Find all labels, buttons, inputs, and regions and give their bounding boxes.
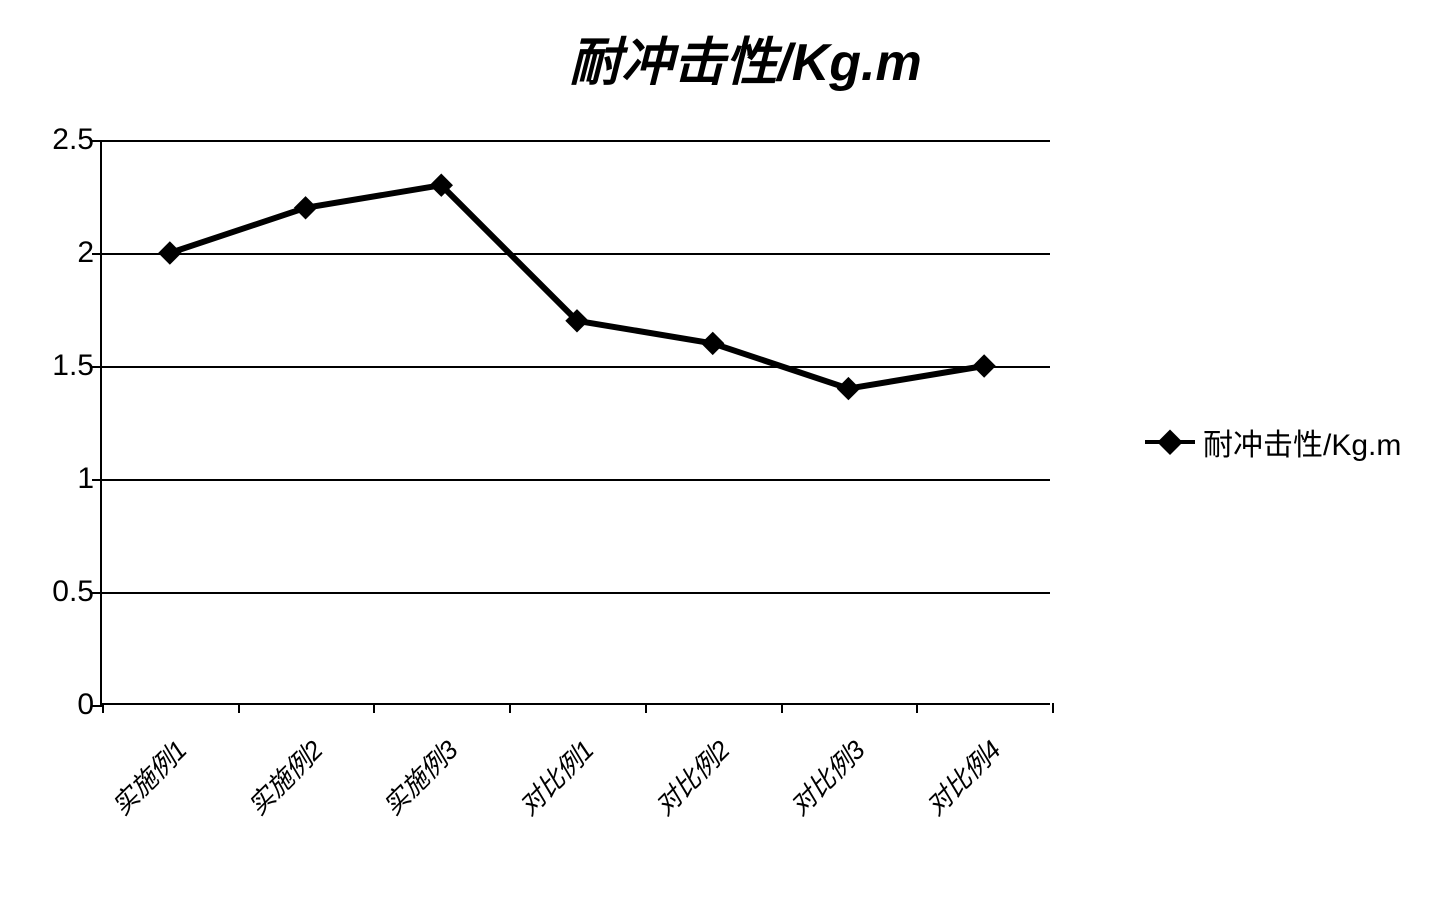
y-tick-mark — [92, 140, 102, 142]
x-tick-label: 对比例2 — [645, 731, 737, 823]
gridline — [102, 253, 1050, 255]
series-line — [170, 185, 984, 388]
x-tick-label: 实施例2 — [238, 731, 330, 823]
gridline — [102, 479, 1050, 481]
x-tick-label: 实施例1 — [102, 731, 194, 823]
line-series — [102, 140, 1052, 705]
data-marker — [295, 197, 317, 219]
gridline — [102, 366, 1050, 368]
y-tick-label: 0.5 — [52, 575, 94, 609]
x-tick-mark — [1052, 703, 1054, 713]
plot-wrapper: 00.511.522.5 — [30, 140, 1050, 705]
legend-marker-icon — [1158, 430, 1183, 455]
legend-line-icon — [1145, 440, 1195, 444]
x-tick-mark — [645, 703, 647, 713]
x-tick-mark — [102, 703, 104, 713]
data-marker — [702, 332, 724, 354]
y-axis: 00.511.522.5 — [30, 140, 100, 705]
plot-area — [100, 140, 1050, 705]
legend-label: 耐冲击性/Kg.m — [1203, 420, 1401, 464]
y-tick-mark — [92, 479, 102, 481]
x-tick-mark — [238, 703, 240, 713]
chart-title: 耐冲击性/Kg.m — [20, 20, 1451, 95]
x-tick-label: 对比例3 — [781, 731, 873, 823]
chart-container: 耐冲击性/Kg.m 00.511.522.5 实施例1 实施例2 实施例3 对比例1 对… — [20, 20, 1451, 872]
data-marker — [837, 378, 859, 400]
x-tick-label: 对比例4 — [917, 731, 1009, 823]
y-tick-mark — [92, 253, 102, 255]
legend: 耐冲击性/Kg.m — [1145, 420, 1401, 464]
gridline — [102, 140, 1050, 142]
x-tick-label: 实施例3 — [374, 731, 466, 823]
gridline — [102, 592, 1050, 594]
x-tick-mark — [781, 703, 783, 713]
x-tick-mark — [509, 703, 511, 713]
y-tick-mark — [92, 592, 102, 594]
y-tick-mark — [92, 705, 102, 707]
y-tick-label: 2.5 — [52, 123, 94, 157]
x-tick-label: 对比例1 — [510, 731, 602, 823]
y-tick-label: 1.5 — [52, 349, 94, 383]
x-tick-mark — [373, 703, 375, 713]
x-axis-labels: 实施例1 实施例2 实施例3 对比例1 对比例2 对比例3 对比例4 — [100, 721, 1050, 921]
y-tick-mark — [92, 366, 102, 368]
x-tick-mark — [916, 703, 918, 713]
